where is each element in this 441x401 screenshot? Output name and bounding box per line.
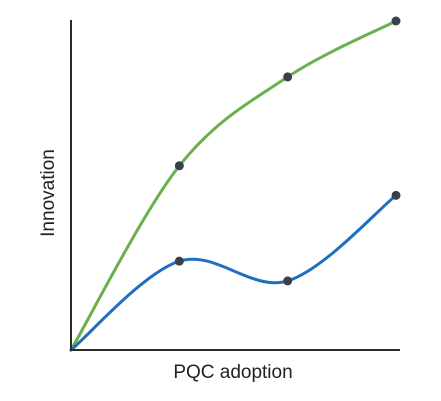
series-2-point-1 [174,256,184,266]
marker-layer [174,16,401,286]
series-1-point-2 [283,72,293,82]
y-axis-label: Innovation [38,149,59,237]
series-2-point-3 [391,190,401,200]
series-line-1 [69,19,398,352]
series-1-point-1 [174,161,184,171]
x-axis-label: PQC adoption [173,362,292,383]
series-1-point-3 [391,16,401,26]
series-2-point-2 [283,276,293,286]
series-layer [69,19,398,352]
series-line-2 [69,193,398,352]
